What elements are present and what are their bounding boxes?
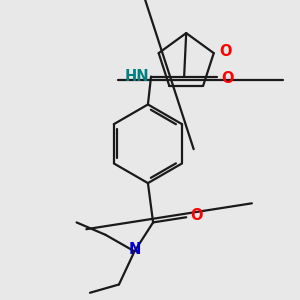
Text: HN: HN xyxy=(124,69,149,84)
Text: O: O xyxy=(221,71,234,86)
Text: O: O xyxy=(190,208,203,223)
Text: O: O xyxy=(219,44,231,59)
Text: N: N xyxy=(128,242,141,257)
